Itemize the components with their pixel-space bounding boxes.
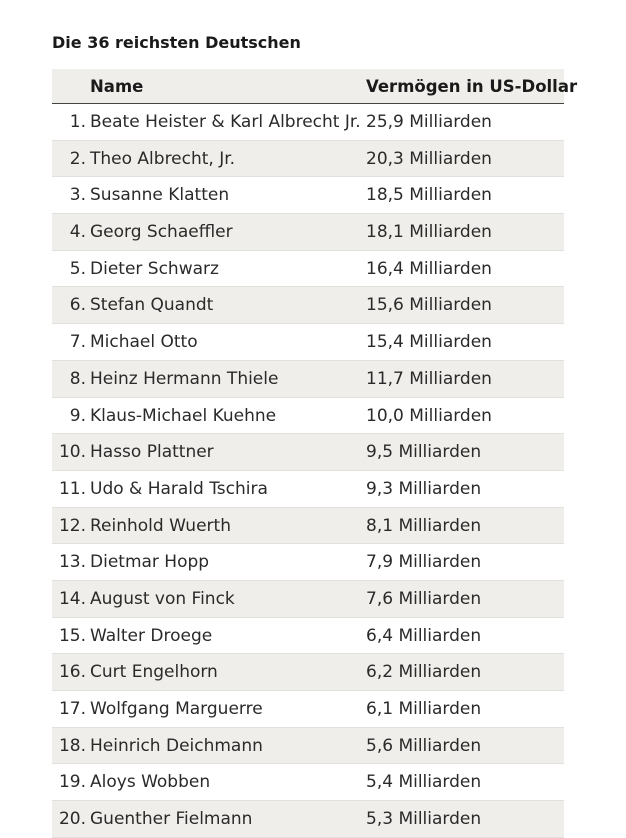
table-row: 8. Heinz Hermann Thiele 11,7 Milliarden xyxy=(52,360,564,398)
rank-cell: 6. xyxy=(69,295,86,316)
value-cell: 25,9 Milliarden xyxy=(366,112,492,132)
name-cell: Dietmar Hopp xyxy=(90,552,210,573)
name-cell: Curt Engelhorn xyxy=(90,662,218,683)
value-cell: 7,6 Milliarden xyxy=(366,588,482,609)
table-row: 12. Reinhold Wuerth 8,1 Milliarden xyxy=(52,507,564,545)
table-row: 4. Georg Schaeffler 18,1 Milliarden xyxy=(52,214,564,251)
value-cell: 8,1 Milliarden xyxy=(366,515,482,536)
table-row: 14. August von Finck 7,6 Milliarden xyxy=(52,580,564,618)
name-cell: August von Finck xyxy=(90,588,235,609)
rank-cell: 5. xyxy=(69,258,86,279)
name-cell: Theo Albrecht, Jr. xyxy=(90,148,236,169)
name-cell: Udo & Harald Tschira xyxy=(90,478,268,499)
name-cell: Heinrich Deichmann xyxy=(90,735,263,756)
value-cell: 18,1 Milliarden xyxy=(366,222,492,243)
value-cell: 6,2 Milliarden xyxy=(366,662,482,683)
rank-cell: 17. xyxy=(58,699,86,719)
value-cell: 16,4 Milliarden xyxy=(366,258,492,279)
rank-cell: 20. xyxy=(58,809,86,830)
name-cell: Walter Droege xyxy=(90,625,213,646)
name-cell: Dieter Schwarz xyxy=(90,258,219,279)
name-cell: Klaus-Michael Kuehne xyxy=(90,405,277,426)
rank-cell: 4. xyxy=(69,222,86,243)
value-cell: 15,6 Milliarden xyxy=(366,295,492,316)
table-row: 3. Susanne Klatten 18,5 Milliarden xyxy=(52,177,564,215)
name-cell: Hasso Plattner xyxy=(90,442,214,463)
name-cell: Reinhold Wuerth xyxy=(90,515,231,536)
rank-cell: 3. xyxy=(69,185,86,206)
table-row: 17. Wolfgang Marguerre 6,1 Milliarden xyxy=(52,691,564,728)
rank-cell: 12. xyxy=(58,515,86,536)
table-row: 15. Walter Droege 6,4 Milliarden xyxy=(52,618,564,655)
rank-cell: 13. xyxy=(58,552,86,573)
table-body: 1. Beate Heister & Karl Albrecht Jr. 25,9 … xyxy=(52,104,564,838)
value-cell: 6,4 Milliarden xyxy=(366,625,482,646)
value-cell: 5,3 Milliarden xyxy=(366,809,482,830)
value-cell: 5,6 Milliarden xyxy=(366,735,482,756)
name-cell: Aloys Wobben xyxy=(90,772,211,793)
rank-cell: 19. xyxy=(58,772,86,793)
table-row: 20. Guenther Fielmann 5,3 Milliarden xyxy=(52,801,564,838)
table-row: 9. Klaus-Michael Kuehne 10,0 Milliarden xyxy=(52,398,564,435)
name-cell: Wolfgang Marguerre xyxy=(90,699,263,719)
wealth-table: Name Vermögen in US-Dollar 1. Beate Heist… xyxy=(52,69,577,838)
rank-cell: 16. xyxy=(58,662,86,683)
name-cell: Susanne Klatten xyxy=(90,185,230,206)
rank-cell: 14. xyxy=(58,588,86,609)
rank-cell: 18. xyxy=(58,735,86,756)
table-row: 7. Michael Otto 15,4 Milliarden xyxy=(52,324,564,361)
rank-cell: 10. xyxy=(58,442,86,463)
table-row: 11. Udo & Harald Tschira 9,3 Milliarden xyxy=(52,471,564,508)
table-row: 16. Curt Engelhorn 6,2 Milliarden xyxy=(52,654,564,691)
value-cell: 15,4 Milliarden xyxy=(366,332,492,353)
table-row: 6. Stefan Quandt 15,6 Milliarden xyxy=(52,287,564,325)
name-cell: Beate Heister & Karl Albrecht Jr. xyxy=(90,112,361,132)
rank-cell: 2. xyxy=(69,148,86,169)
table-row: 10. Hasso Plattner 9,5 Milliarden xyxy=(52,434,564,471)
column-header-value: Vermögen in US-Dollar xyxy=(366,77,578,96)
value-cell: 5,4 Milliarden xyxy=(366,772,482,793)
value-cell: 10,0 Milliarden xyxy=(366,405,492,426)
table-row: 13. Dietmar Hopp 7,9 Milliarden xyxy=(52,544,564,581)
rank-cell: 15. xyxy=(58,625,86,646)
page-title: Die 36 reichsten Deutschen xyxy=(52,33,301,52)
name-cell: Guenther Fielmann xyxy=(90,809,253,830)
name-cell: Stefan Quandt xyxy=(90,295,214,316)
table-row: 19. Aloys Wobben 5,4 Milliarden xyxy=(52,764,564,802)
column-header-name: Name xyxy=(90,77,144,96)
name-cell: Michael Otto xyxy=(90,332,198,353)
value-cell: 9,5 Milliarden xyxy=(366,442,482,463)
table-row: 2. Theo Albrecht, Jr. 20,3 Milliarden xyxy=(52,140,564,178)
rank-cell: 7. xyxy=(69,332,86,353)
table-row: 18. Heinrich Deichmann 5,6 Milliarden xyxy=(52,727,564,765)
name-cell: Heinz Hermann Thiele xyxy=(90,368,279,389)
table-row: 1. Beate Heister & Karl Albrecht Jr. 25,9 … xyxy=(52,104,564,141)
rank-cell: 1. xyxy=(69,112,86,132)
value-cell: 11,7 Milliarden xyxy=(366,368,492,389)
value-cell: 20,3 Milliarden xyxy=(366,148,492,169)
value-cell: 7,9 Milliarden xyxy=(366,552,482,573)
value-cell: 6,1 Milliarden xyxy=(366,699,482,719)
rank-cell: 11. xyxy=(58,478,86,499)
table-row: 5. Dieter Schwarz 16,4 Milliarden xyxy=(52,251,564,288)
value-cell: 9,3 Milliarden xyxy=(366,478,482,499)
table-header: Name Vermögen in US-Dollar xyxy=(52,69,577,104)
rank-cell: 9. xyxy=(69,405,86,426)
name-cell: Georg Schaeffler xyxy=(90,222,233,243)
rank-cell: 8. xyxy=(69,368,86,389)
value-cell: 18,5 Milliarden xyxy=(366,185,492,206)
